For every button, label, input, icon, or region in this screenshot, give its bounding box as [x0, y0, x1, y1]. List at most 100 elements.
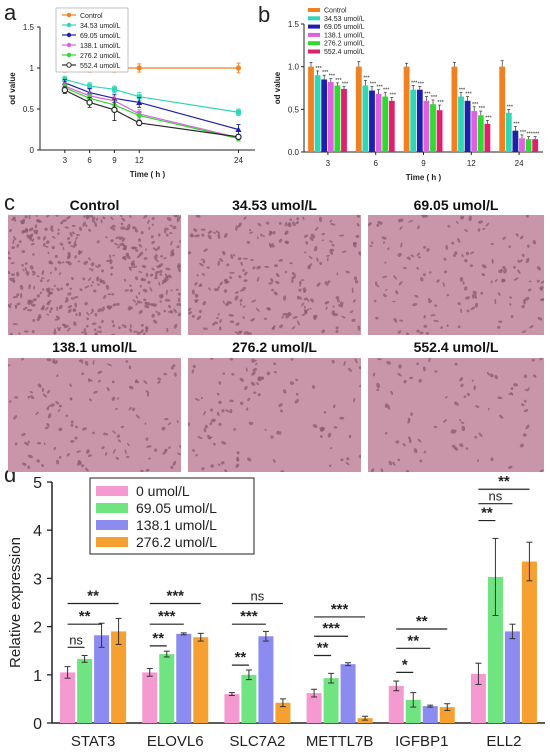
b-legend-label-34-53-umol-l: 34.53 umol/L [324, 16, 365, 23]
d-bar-276-2-umol-l [193, 637, 209, 723]
a-x-tick-label: 6 [87, 156, 92, 165]
b-y-tick-label: 0.0 [288, 148, 300, 157]
micrograph-image [368, 358, 544, 472]
chart-d-bar: 0 1 2 3 4 5 Relative expression STAT3 ELOVL6 SLC7… [7, 473, 545, 750]
micrograph-cells [188, 358, 361, 472]
b-bar-69-05-umol-l [321, 79, 328, 152]
d-significance-label: ** [79, 608, 91, 625]
a-point-control [235, 65, 242, 71]
d-bar-276-2-umol-l [521, 561, 537, 723]
b-x-tick-label: 24 [515, 159, 524, 168]
d-bar-138-1-umol-l [504, 631, 520, 723]
b-bar-276-2-umol-l [477, 115, 484, 152]
b-bar-552-4-umol-l [436, 110, 443, 152]
a-point-69-05-umol-l [235, 126, 242, 132]
micrograph-image [8, 358, 181, 472]
a-legend-marker [66, 42, 72, 48]
b-x-tick-label: 6 [373, 159, 378, 168]
b-significance-label: *** [418, 81, 425, 87]
b-bar-138-1-umol-l [471, 111, 478, 152]
a-point-276-2-umol-l [136, 112, 143, 119]
a-legend-label-138-1-umol-l: 138.1 umol/L [80, 43, 121, 50]
a-y-tick-label: 0.5 [23, 105, 35, 114]
d-x-tick-label: ELOVL6 [147, 733, 204, 750]
d-significance-label: ns [489, 489, 503, 504]
a-y-tick-label: 1.5 [23, 23, 35, 32]
b-significance-label: *** [376, 85, 383, 91]
d-y-tick-label: 0 [33, 716, 42, 733]
d-significance-label: *** [322, 620, 340, 637]
micrograph-image [188, 215, 361, 335]
b-significance-label: *** [485, 115, 492, 121]
d-significance-label: *** [240, 608, 258, 625]
b-bar-552-4-umol-l [484, 123, 491, 152]
micrograph-image [368, 215, 544, 335]
d-bar-69-05-umol-l [77, 658, 93, 723]
d-y-tick-label: 1 [33, 668, 42, 685]
a-legend-label-276-2-umol-l: 276.2 umol/L [80, 53, 121, 60]
a-point-69-05-umol-l [136, 99, 143, 105]
b-bar-138-1-umol-l [423, 100, 430, 152]
b-legend-label-69-05-umol-l: 69.05 umol/L [324, 24, 365, 31]
d-bar-138-1-umol-l [422, 706, 438, 723]
a-point-34-53-umol-l [235, 109, 241, 115]
d-significance-label: ns [251, 588, 265, 603]
a-point-control [136, 65, 142, 71]
panel-letter-b: b [258, 2, 271, 27]
b-bar-138-1-umol-l [519, 138, 525, 152]
b-legend-label-138-1-umol-l: 138.1 umol/L [324, 32, 365, 39]
d-significance-label: * [402, 656, 408, 673]
b-significance-label: *** [472, 102, 479, 108]
a-legend-label-552-4-umol-l: 552.4 umol/L [80, 63, 121, 70]
d-y-tick-label: 2 [33, 620, 42, 637]
micrograph-label-34-53-umol-l: 34.53 umol/L [232, 197, 317, 213]
chart-a-line: 0 0.5 1 1.5 3 6 9 12 24 Time ( h ) od value Control… [8, 7, 255, 179]
b-significance-label: *** [315, 66, 322, 72]
b-significance-label: *** [370, 81, 377, 87]
b-significance-label: *** [411, 80, 418, 86]
micrograph-label-69-05-umol-l: 69.05 umol/L [413, 197, 499, 213]
b-bar-552-4-umol-l [388, 100, 395, 152]
b-bar-276-2-umol-l [525, 139, 532, 152]
b-bar-69-05-umol-l [369, 90, 375, 152]
b-significance-label: *** [513, 121, 520, 127]
a-legend-label-69-05-umol-l: 69.05 umol/L [80, 33, 121, 40]
panel-letter-c: c [4, 190, 15, 215]
d-significance-label: *** [166, 587, 184, 604]
a-point-552-4-umol-l [235, 133, 242, 141]
a-point-552-4-umol-l [61, 86, 69, 94]
a-legend-marker [66, 62, 72, 68]
panel-letter-a: a [4, 0, 17, 25]
b-significance-label: *** [322, 70, 329, 76]
b-bar-552-4-umol-l [532, 139, 539, 152]
a-y-tick-label: 1 [30, 64, 35, 73]
micrograph-cells [368, 215, 544, 335]
b-x-tick-label: 3 [326, 159, 331, 168]
d-bar-69-05-umol-l [323, 678, 339, 723]
b-significance-label: *** [383, 87, 390, 93]
b-bar-552-4-umol-l [341, 88, 347, 152]
d-significance-label: ** [152, 630, 164, 647]
b-bar-69-05-umol-l [416, 89, 423, 152]
micrograph-label-138-1-umol-l: 138.1 umol/L [52, 339, 137, 355]
d-y-tick-label: 4 [33, 523, 42, 540]
b-significance-label: *** [363, 75, 370, 81]
d-legend-label-0-umol-l: 0 umol/L [136, 483, 190, 499]
d-legend-swatch [96, 520, 128, 530]
d-bar-138-1-umol-l [258, 636, 274, 723]
b-legend-swatch [308, 32, 320, 37]
d-x-tick-label: ELL2 [486, 733, 521, 750]
d-significance-label: ** [407, 632, 419, 649]
a-x-tick-label: 12 [135, 156, 144, 165]
d-significance-label: ** [87, 587, 99, 604]
d-bar-0-umol-l [306, 693, 322, 723]
a-x-tick-label: 24 [234, 156, 243, 165]
d-bar-0-umol-l [224, 694, 240, 723]
d-legend-label-69-05-umol-l: 69.05 umol/L [136, 500, 217, 516]
b-significance-label: *** [526, 132, 533, 138]
d-bar-276-2-umol-l [111, 631, 127, 723]
b-significance-label: *** [520, 130, 527, 136]
b-significance-label: *** [459, 87, 466, 93]
a-legend-marker [66, 22, 72, 28]
b-significance-label: *** [465, 92, 472, 98]
